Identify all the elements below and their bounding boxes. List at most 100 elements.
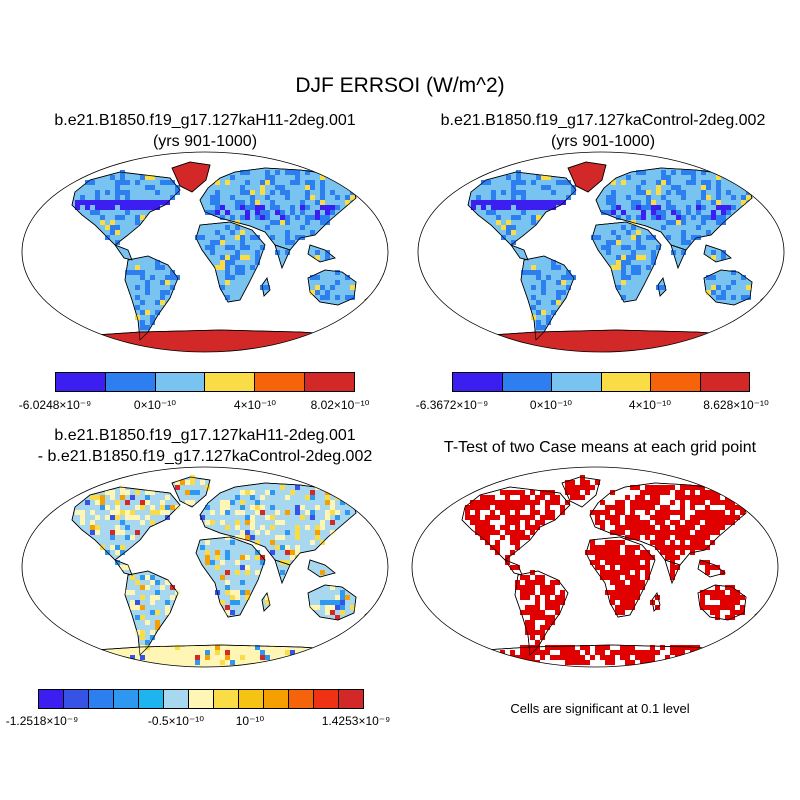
grid-cell xyxy=(335,515,340,520)
grid-cell xyxy=(685,645,690,650)
grid-cell xyxy=(646,235,651,240)
grid-cell xyxy=(615,530,620,535)
grid-cell xyxy=(570,650,575,655)
grid-cell xyxy=(680,550,685,555)
grid-cell xyxy=(641,190,646,195)
grid-cell xyxy=(505,515,510,520)
grid-cell xyxy=(125,190,130,195)
grid-cell xyxy=(240,500,245,505)
grid-cell xyxy=(641,170,646,175)
grid-cell xyxy=(665,535,670,540)
grid-cell xyxy=(210,240,215,245)
grid-cell xyxy=(680,660,685,665)
grid-cell xyxy=(110,200,115,205)
grid-cell xyxy=(245,595,250,600)
grid-cell xyxy=(676,220,681,225)
grid-cell xyxy=(661,285,666,290)
colorbar-swatch xyxy=(205,373,256,391)
grid-cell xyxy=(235,265,240,270)
grid-cell xyxy=(245,490,250,495)
grid-cell xyxy=(646,200,651,205)
grid-cell xyxy=(230,230,235,235)
grid-cell xyxy=(611,190,616,195)
grid-cell xyxy=(651,210,656,215)
grid-cell xyxy=(315,505,320,510)
grid-cell xyxy=(120,565,125,570)
grid-cell xyxy=(610,560,615,565)
grid-cell xyxy=(630,650,635,655)
grid-cell xyxy=(485,650,490,655)
grid-cell xyxy=(285,510,290,515)
grid-cell xyxy=(320,180,325,185)
grid-cell xyxy=(250,195,255,200)
grid-cell xyxy=(670,570,675,575)
grid-cell xyxy=(530,505,535,510)
grid-cell xyxy=(330,285,335,290)
coastline xyxy=(697,559,726,578)
grid-cell xyxy=(565,645,570,650)
grid-cell xyxy=(180,480,185,485)
grid-cell xyxy=(715,655,720,660)
grid-cell xyxy=(225,585,230,590)
grid-cell xyxy=(265,595,270,600)
grid-cell xyxy=(105,515,110,520)
grid-cell xyxy=(475,500,480,505)
grid-cell xyxy=(486,210,491,215)
grid-cell xyxy=(700,485,705,490)
grid-cell xyxy=(530,525,535,530)
grid-cell xyxy=(630,645,635,650)
grid-cell xyxy=(260,655,265,660)
grid-cell xyxy=(630,605,635,610)
grid-cell xyxy=(715,565,720,570)
grid-cell xyxy=(230,590,235,595)
grid-cell xyxy=(315,285,320,290)
grid-cell xyxy=(550,615,555,620)
grid-cell xyxy=(616,235,621,240)
grid-cell xyxy=(631,255,636,260)
grid-cell xyxy=(475,655,480,660)
grid-cell xyxy=(630,590,635,595)
grid-cell xyxy=(305,510,310,515)
grid-cell xyxy=(700,545,705,550)
grid-cell xyxy=(170,650,175,655)
colorbar-swatch xyxy=(255,373,306,391)
grid-cell xyxy=(701,185,706,190)
grid-cell xyxy=(555,580,560,585)
grid-cell xyxy=(621,270,626,275)
grid-cell xyxy=(235,235,240,240)
coastline xyxy=(567,161,607,193)
grid-cell xyxy=(295,235,300,240)
grid-cell xyxy=(611,180,616,185)
grid-cell xyxy=(320,220,325,225)
grid-cell xyxy=(240,200,245,205)
grid-cell xyxy=(640,655,645,660)
grid-cell xyxy=(510,660,515,665)
grid-cell xyxy=(220,505,225,510)
grid-cell xyxy=(135,305,140,310)
grid-cell xyxy=(621,245,626,250)
grid-cell xyxy=(255,550,260,555)
grid-cell xyxy=(675,510,680,515)
grid-cell xyxy=(520,500,525,505)
grid-cell xyxy=(540,630,545,635)
grid-cell xyxy=(530,585,535,590)
grid-cell xyxy=(680,530,685,535)
grid-cell xyxy=(530,625,535,630)
grid-cell xyxy=(140,300,145,305)
grid-cell xyxy=(315,275,320,280)
grid-cell xyxy=(260,205,265,210)
grid-cell xyxy=(516,215,521,220)
grid-cell xyxy=(195,490,200,495)
grid-cell xyxy=(721,215,726,220)
grid-cell xyxy=(700,525,705,530)
grid-cell xyxy=(220,285,225,290)
grid-cell xyxy=(480,495,485,500)
grid-cell xyxy=(561,275,566,280)
coastline xyxy=(703,269,753,306)
coastline xyxy=(195,536,266,618)
grid-cell xyxy=(215,565,220,570)
grid-cell xyxy=(740,605,745,610)
grid-cell xyxy=(285,650,290,655)
grid-cell xyxy=(715,615,720,620)
grid-cell xyxy=(285,660,290,665)
